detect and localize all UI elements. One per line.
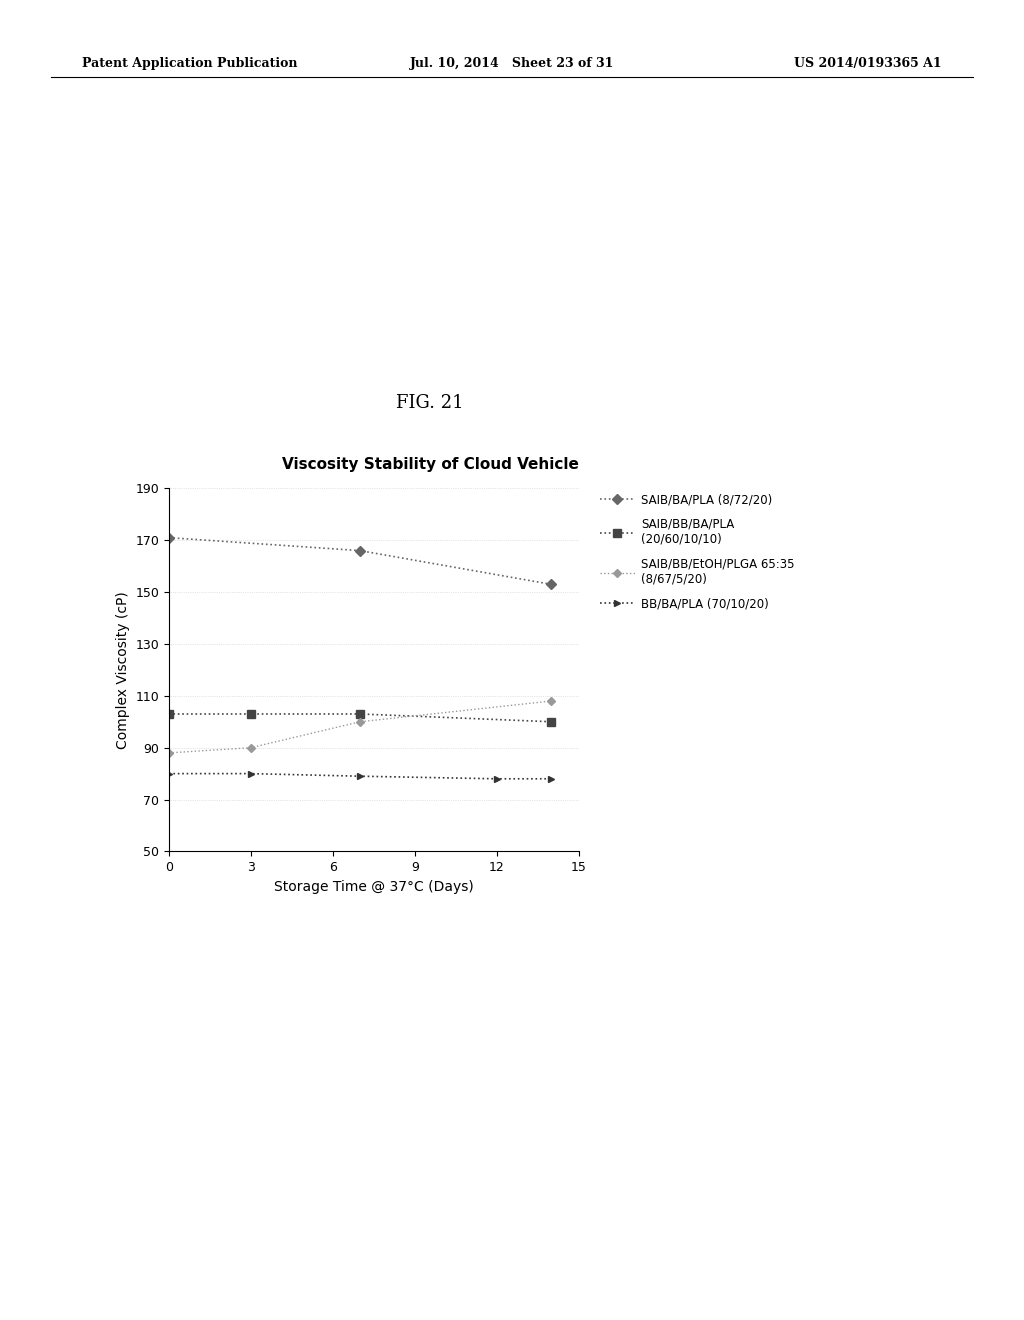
- Text: Jul. 10, 2014   Sheet 23 of 31: Jul. 10, 2014 Sheet 23 of 31: [410, 57, 614, 70]
- SAIB/BB/BA/PLA
(20/60/10/10): [545, 714, 557, 730]
- SAIB/BB/BA/PLA
(20/60/10/10): [245, 706, 257, 722]
- Line: SAIB/BA/PLA (8/72/20): SAIB/BA/PLA (8/72/20): [166, 535, 555, 587]
- Text: Patent Application Publication: Patent Application Publication: [82, 57, 297, 70]
- SAIB/BB/BA/PLA
(20/60/10/10): [354, 706, 367, 722]
- SAIB/BB/EtOH/PLGA 65:35
(8/67/5/20): [354, 714, 367, 730]
- X-axis label: Storage Time @ 37°C (Days): Storage Time @ 37°C (Days): [273, 879, 474, 894]
- Text: US 2014/0193365 A1: US 2014/0193365 A1: [795, 57, 942, 70]
- Line: BB/BA/PLA (70/10/20): BB/BA/PLA (70/10/20): [166, 770, 555, 783]
- BB/BA/PLA (70/10/20): [245, 766, 257, 781]
- Legend: SAIB/BA/PLA (8/72/20), SAIB/BB/BA/PLA
(20/60/10/10), SAIB/BB/EtOH/PLGA 65:35
(8/: SAIB/BA/PLA (8/72/20), SAIB/BB/BA/PLA (2…: [595, 488, 799, 615]
- SAIB/BB/EtOH/PLGA 65:35
(8/67/5/20): [163, 744, 175, 760]
- SAIB/BB/BA/PLA
(20/60/10/10): [163, 706, 175, 722]
- SAIB/BB/EtOH/PLGA 65:35
(8/67/5/20): [545, 693, 557, 709]
- Line: SAIB/BB/EtOH/PLGA 65:35
(8/67/5/20): SAIB/BB/EtOH/PLGA 65:35 (8/67/5/20): [166, 698, 554, 755]
- BB/BA/PLA (70/10/20): [490, 771, 503, 787]
- SAIB/BA/PLA (8/72/20): [354, 543, 367, 558]
- SAIB/BA/PLA (8/72/20): [163, 529, 175, 545]
- Line: SAIB/BB/BA/PLA
(20/60/10/10): SAIB/BB/BA/PLA (20/60/10/10): [165, 710, 555, 726]
- BB/BA/PLA (70/10/20): [545, 771, 557, 787]
- BB/BA/PLA (70/10/20): [354, 768, 367, 784]
- Text: FIG. 21: FIG. 21: [396, 393, 464, 412]
- BB/BA/PLA (70/10/20): [163, 766, 175, 781]
- Y-axis label: Complex Viscosity (cP): Complex Viscosity (cP): [116, 591, 130, 748]
- Text: Viscosity Stability of Cloud Vehicle: Viscosity Stability of Cloud Vehicle: [282, 457, 579, 473]
- SAIB/BB/EtOH/PLGA 65:35
(8/67/5/20): [245, 739, 257, 755]
- SAIB/BA/PLA (8/72/20): [545, 577, 557, 593]
